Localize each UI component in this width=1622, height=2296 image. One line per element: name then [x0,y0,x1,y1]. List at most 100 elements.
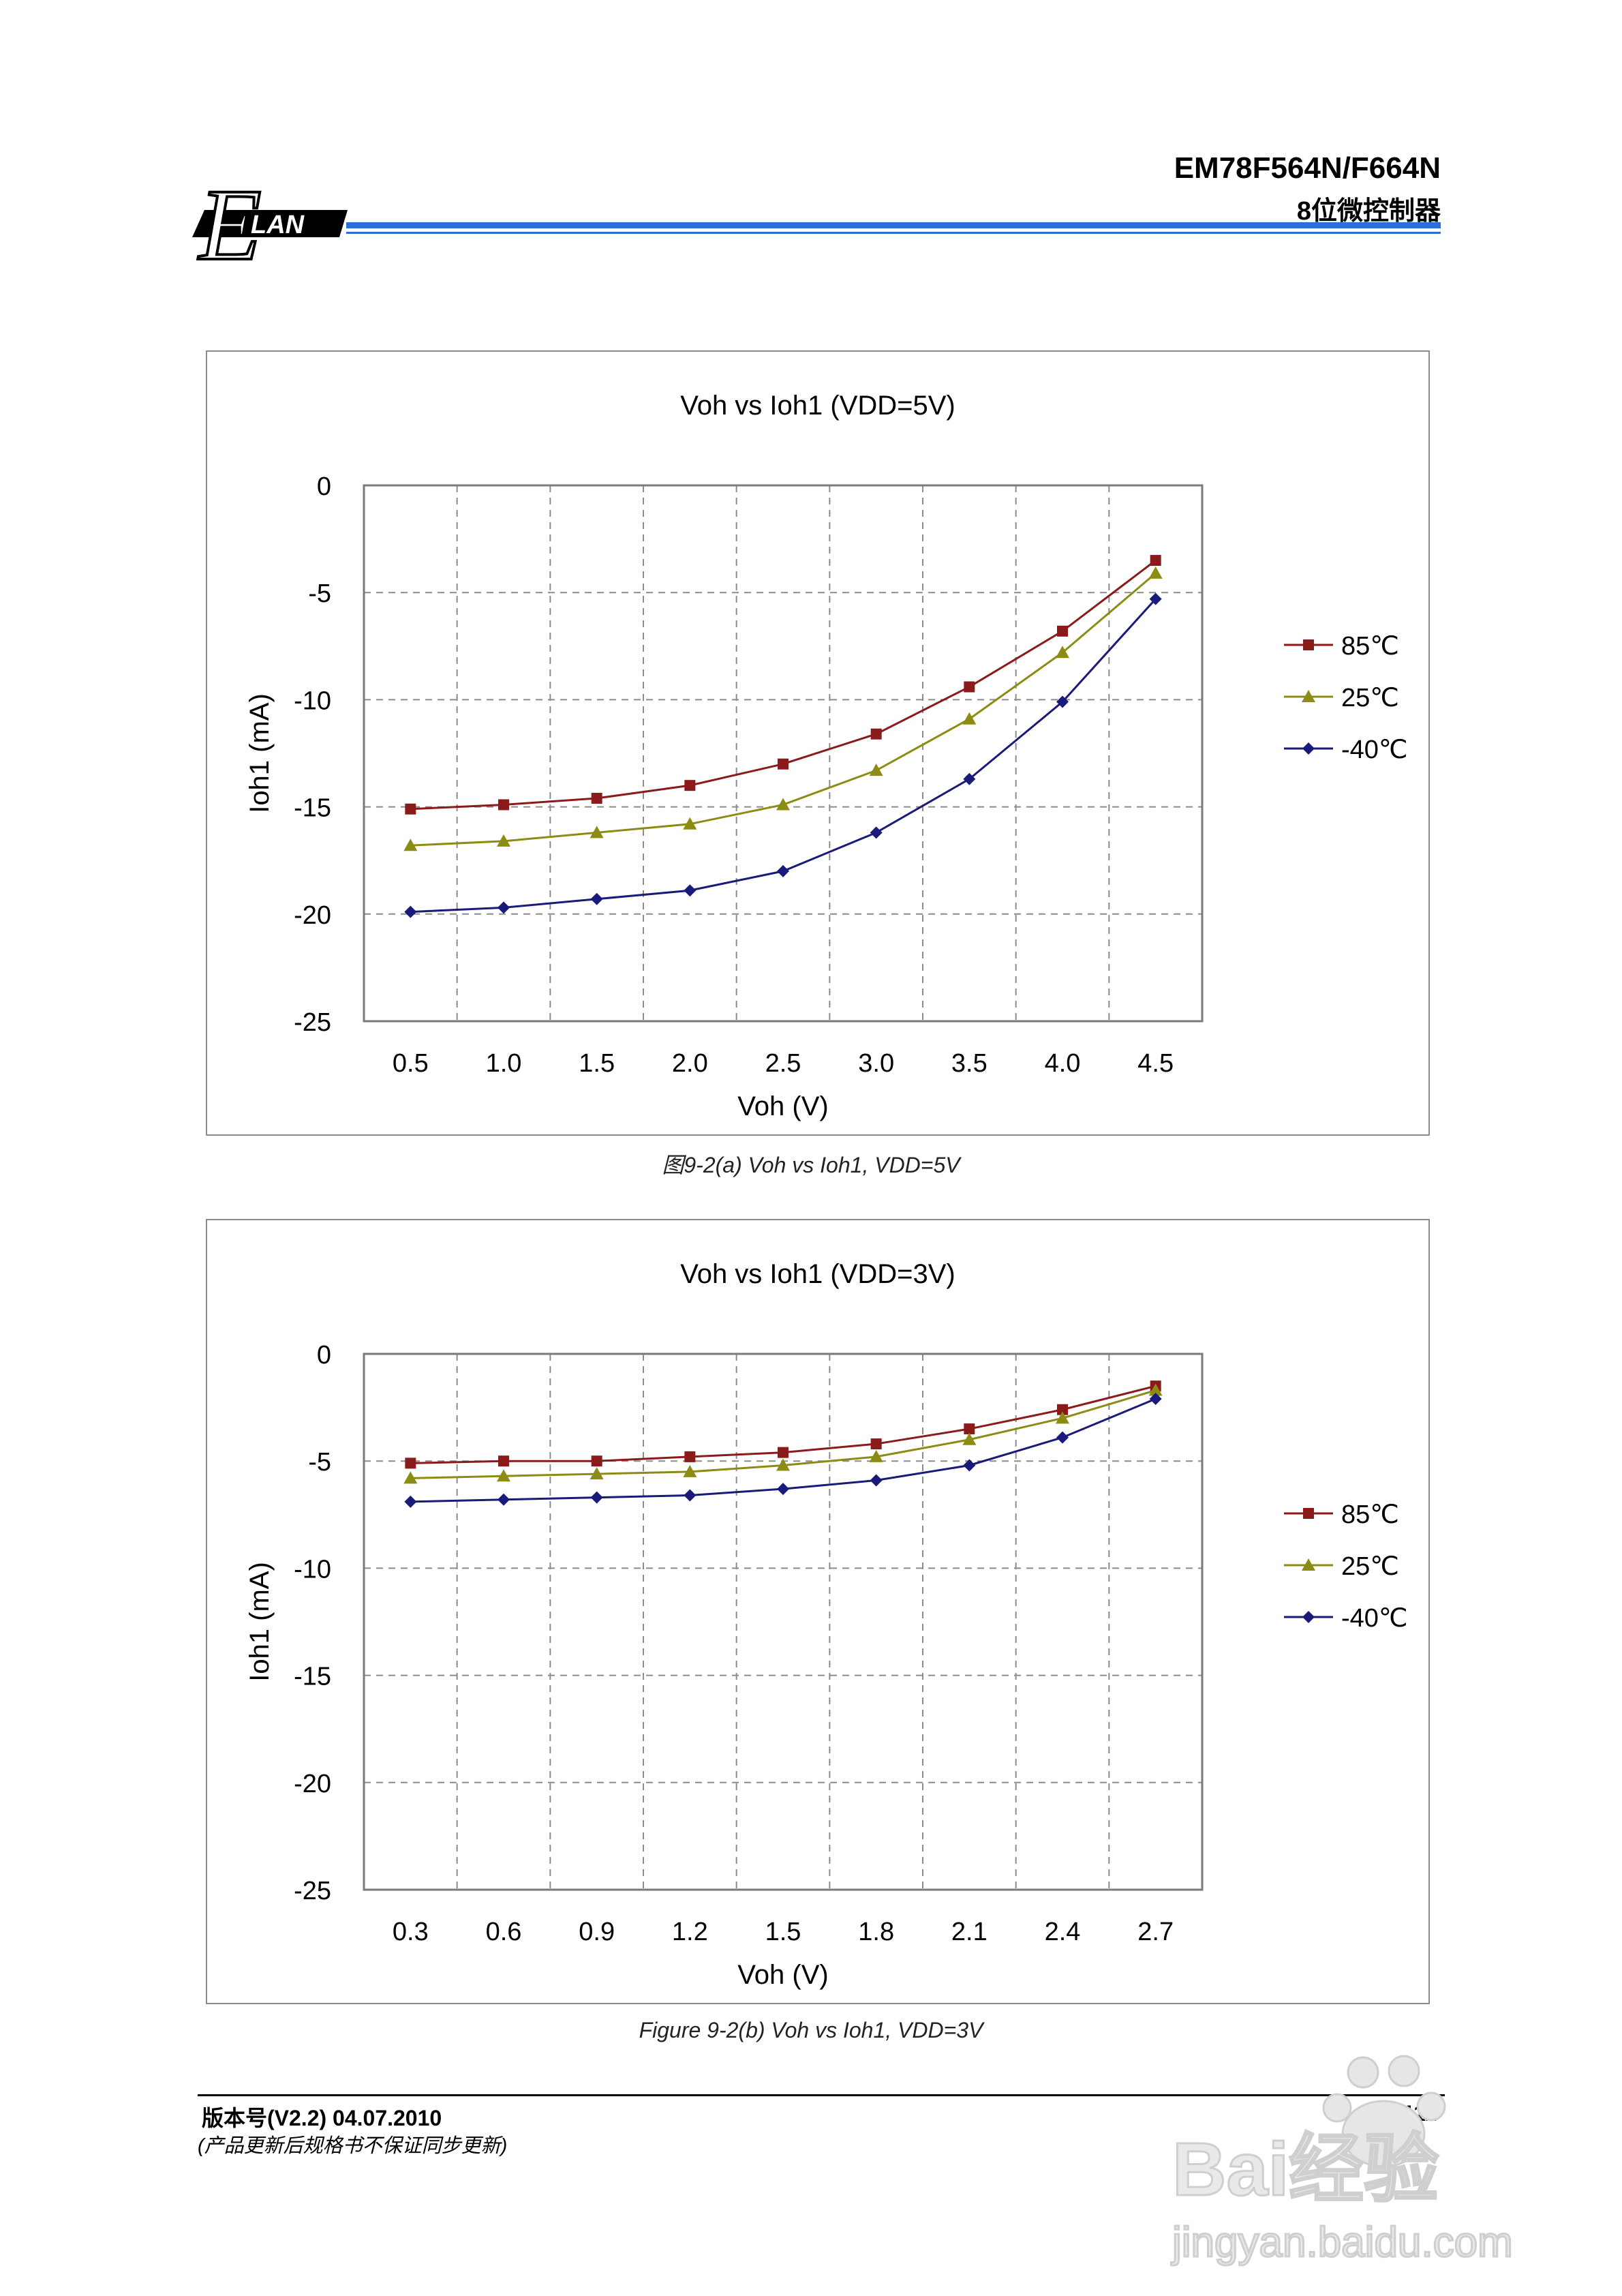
chart-vdd5v-legend-label: -40℃ [1341,736,1408,764]
chart-vdd5v-title: Voh vs Ioh1 (VDD=5V) [680,391,955,421]
paw-icon-toe [1347,2056,1379,2089]
footer-rule [198,2094,1445,2096]
chart-vdd3v-data-point [498,1455,509,1467]
chart-vdd5v-data-point [405,803,416,815]
chart-vdd5v-series-2 [403,566,1163,851]
chart-vdd5v-data-point [590,892,603,905]
chart-vdd5v-x-tick-label: 0.5 [393,1049,429,1078]
chart-vdd3v-data-point [684,1489,697,1502]
chart-vdd3v-data-point [683,1464,697,1477]
chart-vdd3v-data-point [870,1438,882,1450]
footer-note: (产品更新后规格书不保证同步更新) [198,2135,508,2157]
chart-vdd5v-data-point [591,793,602,804]
chart-vdd5v-data-point [684,884,697,897]
chart-vdd3v-x-tick-label: 0.6 [486,1918,522,1946]
chart-vdd3v-grid [364,1354,1202,1890]
chart-vdd3v-data-point [1056,1431,1069,1444]
chart-vdd5v-x-tick-label: 2.5 [765,1049,801,1078]
chart-vdd5v-x-tick-label: 2.0 [672,1049,708,1078]
elan-logo: E LAN [192,167,348,266]
chart-vdd5v-data-point [403,839,418,851]
chart-vdd3v-y-tick-label: 0 [317,1341,331,1370]
document-subtitle: 8位微控制器 [1296,197,1441,226]
chart-vdd5v-grid [364,485,1202,1021]
chart-vdd5v-series-line [410,559,1157,811]
chart-vdd5v-data-point [776,798,790,811]
paw-icon-pad [1341,2100,1426,2168]
chart-vdd5v-data-point [1150,555,1161,567]
chart-vdd5v-legend: 85℃ 25℃ -40℃ [1284,632,1408,764]
chart-vdd5v-data-point [498,799,509,811]
chart-vdd5v-data-point [964,681,975,693]
chart-vdd5v-data-point [778,758,789,770]
chart-vdd5v-x-tick-label: 4.0 [1045,1049,1081,1078]
chart-vdd3v-x-tick-label: 1.8 [858,1918,894,1946]
chart-vdd5v-data-point [870,826,883,839]
chart-vdd5v-series-3 [404,592,1162,918]
elan-logo-text: LAN [251,211,305,239]
chart-vdd5v-data-point [1056,646,1069,659]
chart-vdd3v-data-point [498,1493,510,1506]
chart-vdd5v-x-tick-label: 3.0 [858,1049,894,1078]
chart-vdd5v-y-tick-label: 0 [317,472,331,501]
chart-vdd3v-y-tick-label: -15 [294,1663,331,1691]
chart-vdd5v-x-axis-label: Voh (V) [737,1091,828,1121]
chart-vdd3v-svg: Voh vs Ioh1 (VDD=3V) 0 -5 -10 -15 -20 -25 0.3 0.… [245,1259,1408,1990]
chart-vdd3v-y-tick-label: -10 [294,1555,331,1584]
chart-vdd5v-data-point [498,901,510,914]
chart-vdd5v-data-point [1057,625,1068,637]
chart-vdd5v-data-point [1148,566,1163,579]
chart-vdd3v-data-point [590,1491,603,1504]
chart-vdd5v-data-point [963,772,976,785]
chart-vdd3v-data-point [403,1471,418,1484]
chart-vdd3v-data-point [405,1457,416,1469]
chart-vdd3v-data-point [1056,1411,1069,1424]
paw-icon-toe [1416,2091,1446,2121]
chart-vdd5v-y-axis-label: Ioh1 (mA) [245,693,275,813]
caption-vdd3v: Figure 9-2(b) Voh vs Ioh1, VDD=3V [639,2018,983,2042]
chart-vdd5v-data-point [590,826,604,839]
chart-vdd3v-legend-marker [1302,1558,1315,1571]
chart-vdd5v-data-point [1149,592,1162,605]
chart-vdd5v-data-point [684,780,696,791]
chart-vdd3v-x-tick-label: 1.2 [672,1918,708,1946]
chart-vdd5v-data-point [683,817,697,830]
paw-icon-toe [1322,2093,1352,2123]
chart-vdd3v-series-2 [403,1383,1163,1484]
elan-logo-initial: E [198,168,262,266]
chart-vdd5v-data-point [777,864,789,877]
chart-vdd5v-x-tick-label: 1.5 [579,1049,615,1078]
chart-vdd3v: Voh vs Ioh1 (VDD=3V) 0 -5 -10 -15 -20 -25 0.3 0.… [206,1219,1430,2004]
chart-vdd3v-data-point [497,1469,510,1482]
chart-vdd3v-x-tick-label: 1.5 [765,1918,801,1946]
chart-vdd3v-data-point [404,1495,417,1508]
chart-vdd3v-data-point [684,1451,696,1462]
chart-vdd5v-legend-label: 85℃ [1341,632,1399,661]
chart-vdd3v-data-point [870,1474,883,1487]
chart-vdd3v-plot-frame [363,1353,1204,1891]
chart-vdd5v-plot-frame [363,484,1204,1023]
chart-vdd5v: Voh vs Ioh1 (VDD=5V) 0 -5 -10 -15 -20 -25 0.5 1.… [206,350,1430,1136]
chart-vdd5v-data-point [962,712,977,725]
caption-vdd5v: 图9-2(a) Voh vs Ioh1, VDD=5V [662,1153,960,1177]
chart-vdd5v-series-line [410,598,1157,913]
chart-vdd5v-y-tick-label: -25 [294,1008,331,1037]
chart-vdd5v-svg: Voh vs Ioh1 (VDD=5V) 0 -5 -10 -15 -20 -25 0.5 1.… [245,391,1408,1121]
chart-vdd5v-series-1 [405,555,1161,815]
chart-vdd3v-x-tick-label: 0.3 [393,1918,429,1946]
chart-vdd3v-data-point [778,1447,789,1458]
chart-vdd5v-data-point [869,764,883,776]
chart-vdd3v-data-point [869,1449,883,1462]
chart-vdd3v-data-point [1148,1383,1163,1396]
chart-vdd5v-y-tick-label: -5 [308,579,331,608]
chart-vdd3v-x-tick-label: 0.9 [579,1918,615,1946]
chart-vdd5v-x-tick-label: 1.0 [486,1049,522,1078]
header-rule [346,222,1441,228]
chart-vdd3v-legend: 85℃ 25℃ -40℃ [1284,1500,1408,1633]
chart-vdd5v-x-tick-label: 3.5 [951,1049,988,1078]
chart-vdd3v-data-point [964,1423,975,1435]
chart-vdd3v-data-point [962,1432,977,1445]
chart-vdd5v-legend-label: 25℃ [1341,684,1399,712]
chart-vdd5v-data-point [404,905,417,918]
baidu-watermark: Bai经验 jingyan.baidu.com [1170,2055,1514,2267]
